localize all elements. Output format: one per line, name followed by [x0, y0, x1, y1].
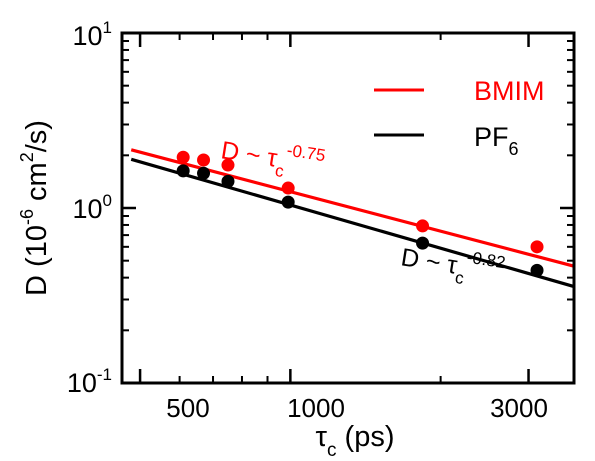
- fit-line-0: [130, 148, 575, 268]
- data-point-0-4: [416, 219, 430, 233]
- x-tick-label-1000: 1000: [287, 393, 345, 423]
- legend-label-bmim: BMIM: [474, 76, 545, 106]
- annotation-pf6: D ~ τc-0.82: [398, 237, 507, 294]
- y-tick-label-top: 101: [72, 18, 112, 51]
- data-point-1-3: [281, 195, 295, 209]
- data-point-1-2: [221, 174, 235, 188]
- data-point-0-2: [221, 158, 235, 172]
- data-point-0-3: [281, 181, 295, 195]
- fit-lines-layer: [130, 148, 575, 289]
- x-tick-label-500: 500: [166, 393, 209, 423]
- ticks-layer: [122, 31, 574, 385]
- y-axis-label: D (10-6 cm2/s): [17, 120, 53, 296]
- data-point-1-0: [176, 164, 190, 178]
- x-tick-label-3000: 3000: [490, 393, 548, 423]
- y-tick-label-mid: 100: [72, 191, 112, 224]
- data-point-1-4: [416, 236, 430, 250]
- data-point-1-1: [197, 166, 211, 180]
- x-axis-label: τc (ps): [316, 421, 395, 461]
- data-point-0-1: [197, 153, 211, 167]
- legend: BMIM PF6: [374, 76, 545, 159]
- data-point-1-5: [530, 263, 544, 277]
- fit-line-1: [130, 157, 575, 289]
- points-layer: [176, 150, 544, 277]
- data-point-0-5: [530, 240, 544, 254]
- y-tick-label-bottom: 10-1: [67, 365, 112, 398]
- data-point-0-0: [176, 150, 190, 164]
- legend-label-pf6: PF6: [474, 122, 519, 159]
